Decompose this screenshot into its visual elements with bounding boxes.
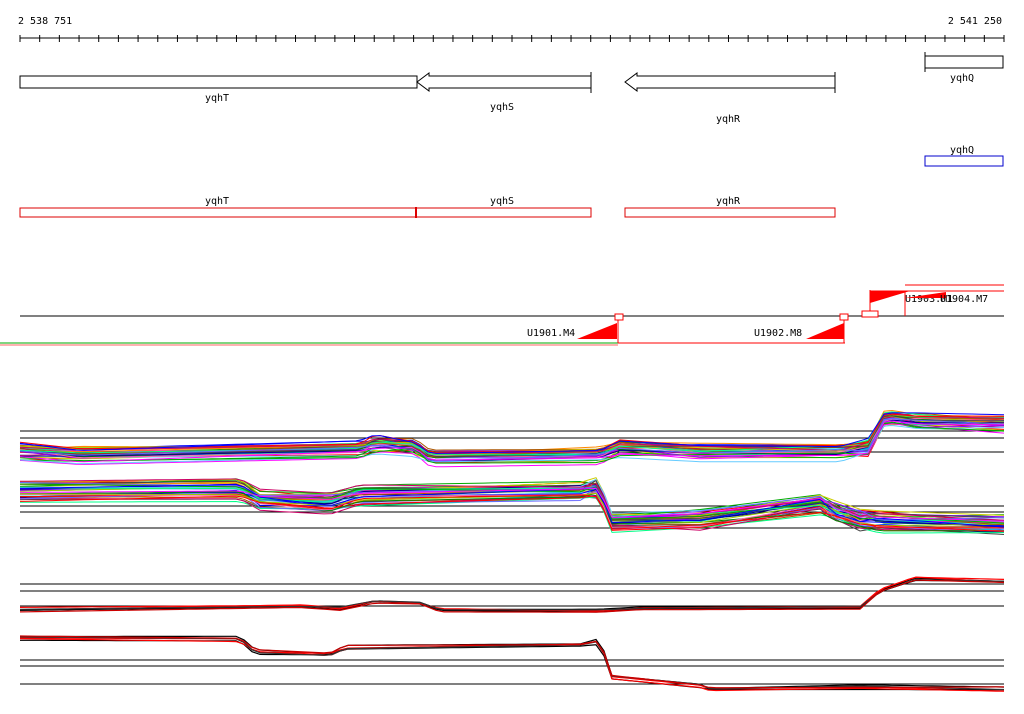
gene-yqhT-label: yqhT xyxy=(205,93,229,104)
gene-yqhS-arrow xyxy=(416,72,592,92)
tu-U1901-marker xyxy=(577,323,617,339)
expression-profile-line xyxy=(20,639,1004,691)
gene-blue-track: yqhQ xyxy=(924,145,1004,167)
expression-profile-line xyxy=(19,579,1005,613)
expression-profile-line xyxy=(19,579,1005,613)
tu-U1904[interactable]: U1904.M7 xyxy=(904,284,1004,316)
gene-yqhQ-box xyxy=(924,55,1004,69)
expression-panel-forward-multicolor xyxy=(19,409,1005,468)
ruler-end-label: 2 541 250 xyxy=(948,16,1002,27)
red-gene-yqhS-box xyxy=(415,207,592,218)
red-gene-yqhR-box xyxy=(624,207,836,218)
gene-red-track: yqhT yqhS yqhR xyxy=(19,196,836,218)
red-gene-yqhT-label: yqhT xyxy=(205,196,229,207)
red-gene-yqhR[interactable]: yqhR xyxy=(624,196,836,218)
transcription-unit-track: U1901.M4 U1902.M8 U1903.M1 U1904.M7 xyxy=(0,284,1004,346)
expression-profile-line xyxy=(20,486,1005,522)
expression-profile-line xyxy=(19,418,1005,459)
tu-U1901-label: U1901.M4 xyxy=(527,328,575,339)
tu-U1901-box xyxy=(614,313,624,321)
expression-profile-line xyxy=(19,577,1005,611)
tu-U1904-label: U1904.M7 xyxy=(940,294,988,305)
expression-profile-line xyxy=(19,492,1005,532)
gene-yqhS-label: yqhS xyxy=(490,102,514,113)
red-gene-yqhS[interactable]: yqhS xyxy=(415,196,592,218)
expression-panel-reverse-black-red xyxy=(19,635,1005,692)
expression-profile-line xyxy=(19,491,1004,532)
expression-profile-line xyxy=(19,420,1004,463)
tu-U1901[interactable]: U1901.M4 xyxy=(527,313,624,343)
expression-profile-line xyxy=(20,487,1005,522)
expression-panel-reverse-multicolor xyxy=(19,477,1005,535)
red-gene-yqhR-label: yqhR xyxy=(716,196,741,207)
blue-gene-yqhQ-label: yqhQ xyxy=(950,145,974,156)
tu-U1903-box xyxy=(861,310,879,318)
tu-U1904-marker xyxy=(905,292,946,298)
expression-profile-line xyxy=(19,494,1005,532)
gene-annotation-track: yqhT yqhS yqhR yqhQ xyxy=(19,52,1004,125)
red-gene-yqhS-label: yqhS xyxy=(490,196,514,207)
red-gene-yqhT[interactable]: yqhT xyxy=(19,196,417,218)
coordinate-ruler: 2 538 751 2 541 250 xyxy=(18,16,1005,42)
tu-U1902-marker xyxy=(806,323,844,339)
ruler-start-label: 2 538 751 xyxy=(18,16,72,27)
gene-yqhR[interactable]: yqhR xyxy=(624,72,836,125)
tu-U1903-marker xyxy=(870,291,910,303)
expression-panel-forward-black-red xyxy=(19,576,1005,613)
expression-profile-line xyxy=(19,484,1005,528)
expression-profile-line xyxy=(19,478,1005,521)
gene-yqhS[interactable]: yqhS xyxy=(416,72,592,113)
gene-yqhT-box xyxy=(19,75,418,89)
gene-yqhQ-label: yqhQ xyxy=(950,73,974,84)
expression-profile-line xyxy=(19,635,1004,689)
expression-profile-line xyxy=(19,418,1005,462)
expression-profile-line xyxy=(19,421,1005,464)
tu-U1902-box xyxy=(839,313,849,321)
expression-profile-line xyxy=(20,496,1004,534)
tu-U1903[interactable]: U1903.M1 xyxy=(861,290,1004,318)
tu-U1903-label: U1903.M1 xyxy=(905,294,953,305)
blue-gene-yqhQ[interactable]: yqhQ xyxy=(924,145,1004,167)
gene-yqhQ[interactable]: yqhQ xyxy=(924,52,1004,84)
gene-yqhR-arrow xyxy=(624,72,836,92)
expression-profile-line xyxy=(19,578,1005,611)
expression-profile-line xyxy=(19,424,1005,465)
expression-profile-line xyxy=(19,412,1005,454)
expression-profile-line xyxy=(20,635,1005,690)
tu-U1902-label: U1902.M8 xyxy=(754,328,802,339)
ruler-ticks xyxy=(19,35,1005,42)
gene-yqhT[interactable]: yqhT xyxy=(19,75,418,104)
blue-gene-yqhQ-box xyxy=(924,155,1004,167)
red-gene-yqhT-box xyxy=(19,207,417,218)
tu-U1902[interactable]: U1902.M8 xyxy=(754,313,849,343)
gene-yqhR-label: yqhR xyxy=(716,114,741,125)
expression-profile-line xyxy=(19,492,1005,527)
